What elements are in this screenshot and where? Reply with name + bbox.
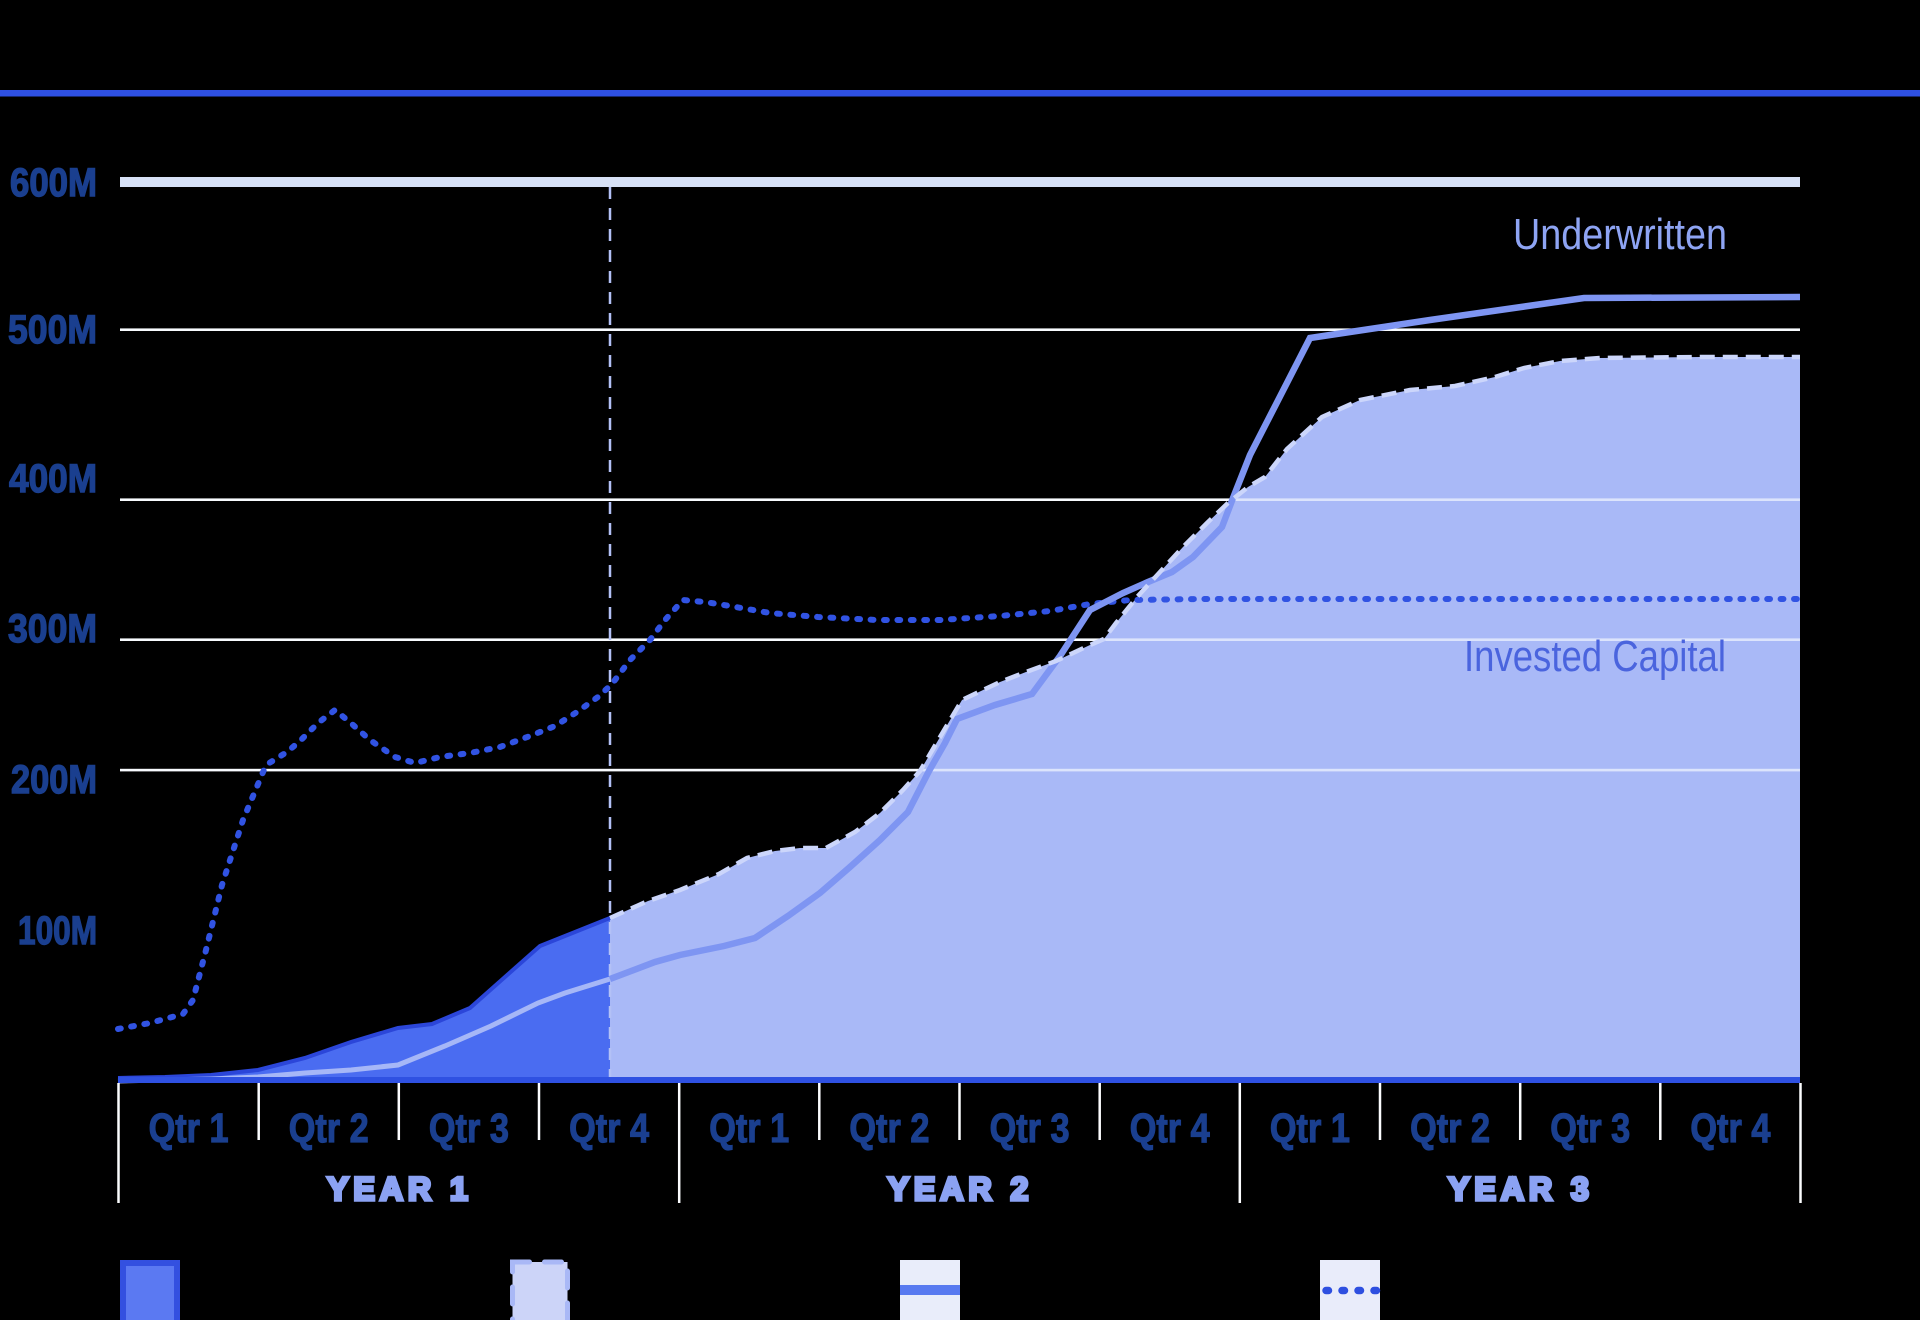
svg-text:Invested Capital: Invested Capital: [1464, 632, 1726, 681]
svg-text:100M: 100M: [18, 909, 97, 953]
svg-text:Underwritten: Underwritten: [1513, 210, 1727, 259]
svg-text:500M: 500M: [8, 308, 97, 352]
svg-text:YEAR 2: YEAR 2: [888, 1171, 1034, 1207]
svg-text:Qtr 4: Qtr 4: [1130, 1105, 1210, 1151]
svg-text:Qtr 3: Qtr 3: [990, 1105, 1070, 1151]
svg-text:YEAR 3: YEAR 3: [1448, 1171, 1594, 1207]
svg-text:Qtr 1: Qtr 1: [1270, 1105, 1350, 1151]
svg-text:Qtr 4: Qtr 4: [1690, 1105, 1770, 1151]
svg-text:Qtr 4: Qtr 4: [569, 1105, 649, 1151]
svg-text:200M: 200M: [11, 758, 97, 802]
svg-text:Qtr 2: Qtr 2: [1410, 1105, 1490, 1151]
svg-text:Qtr 3: Qtr 3: [1550, 1105, 1630, 1151]
svg-text:400M: 400M: [9, 457, 97, 501]
svg-text:YEAR 1: YEAR 1: [327, 1171, 473, 1207]
svg-text:Qtr 2: Qtr 2: [289, 1105, 369, 1151]
svg-text:Qtr 1: Qtr 1: [149, 1105, 229, 1151]
svg-text:Qtr 1: Qtr 1: [709, 1105, 789, 1151]
svg-text:Qtr 3: Qtr 3: [429, 1105, 509, 1151]
svg-text:300M: 300M: [8, 607, 97, 651]
svg-text:Qtr 2: Qtr 2: [849, 1105, 929, 1151]
svg-text:600M: 600M: [10, 161, 97, 205]
